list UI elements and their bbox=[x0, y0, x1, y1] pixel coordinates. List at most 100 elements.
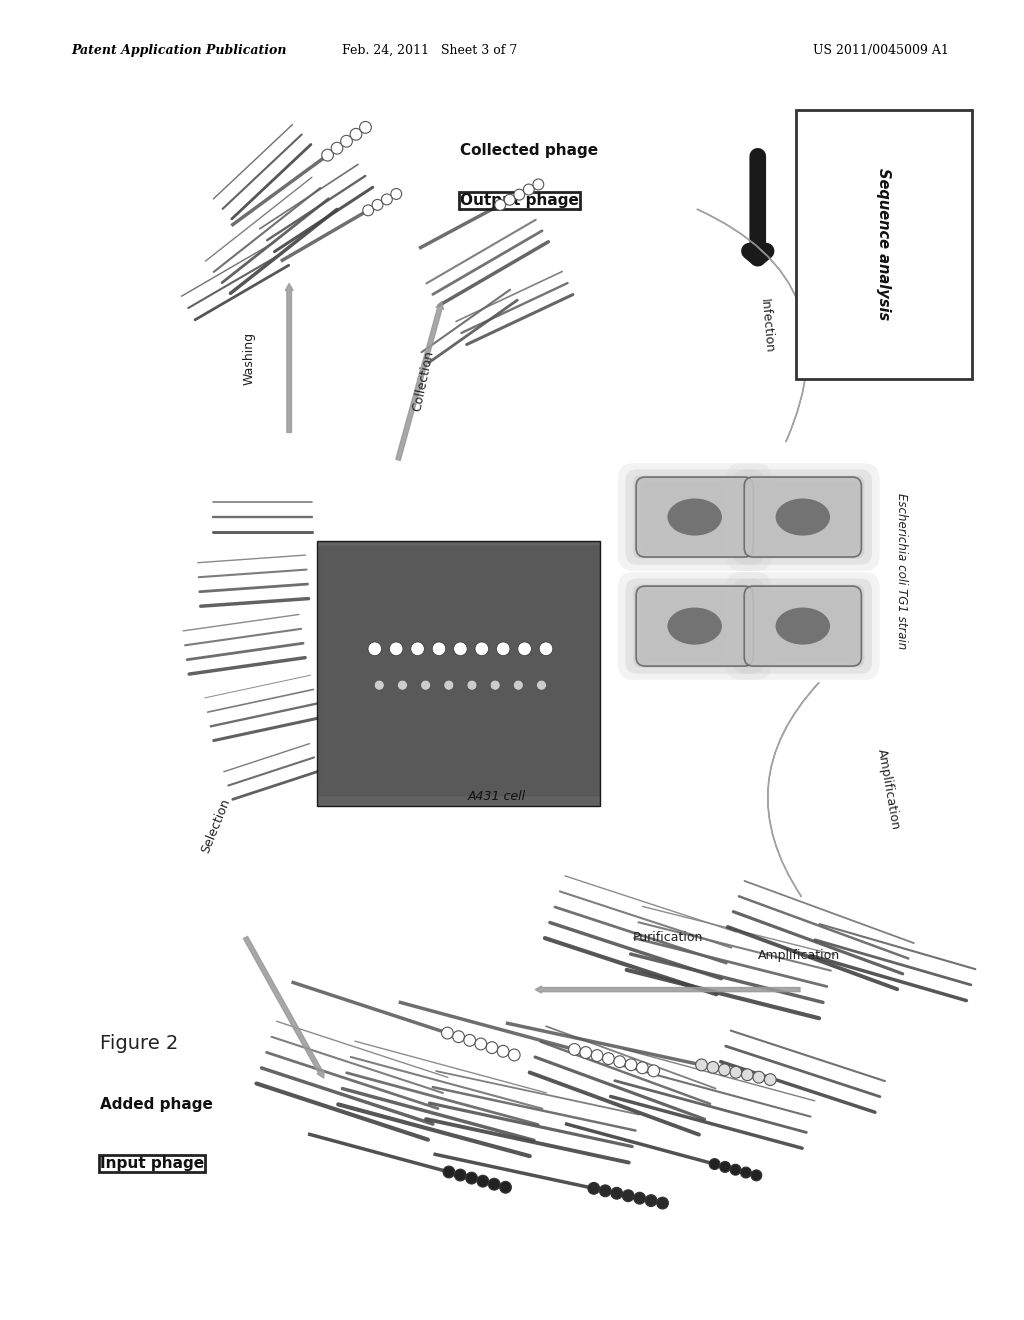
Circle shape bbox=[362, 205, 374, 215]
Circle shape bbox=[753, 1072, 765, 1084]
Circle shape bbox=[730, 1067, 741, 1078]
Circle shape bbox=[389, 642, 403, 656]
Circle shape bbox=[359, 121, 372, 133]
Bar bbox=[321, 552, 598, 784]
FancyBboxPatch shape bbox=[636, 477, 754, 557]
FancyBboxPatch shape bbox=[626, 470, 764, 565]
FancyBboxPatch shape bbox=[641, 482, 749, 553]
Circle shape bbox=[443, 1166, 455, 1177]
Ellipse shape bbox=[775, 499, 830, 536]
FancyBboxPatch shape bbox=[741, 585, 864, 668]
FancyBboxPatch shape bbox=[626, 578, 764, 673]
Text: Washing: Washing bbox=[242, 331, 255, 384]
Circle shape bbox=[518, 642, 531, 656]
Circle shape bbox=[397, 680, 408, 690]
Text: Collected phage: Collected phage bbox=[461, 143, 598, 158]
Circle shape bbox=[626, 1059, 637, 1071]
Text: Selection: Selection bbox=[199, 797, 232, 855]
Text: Purification: Purification bbox=[633, 931, 702, 944]
Circle shape bbox=[421, 680, 430, 690]
Circle shape bbox=[765, 1073, 776, 1085]
Text: Collection: Collection bbox=[411, 348, 436, 412]
Circle shape bbox=[708, 1061, 719, 1073]
Text: Amplification: Amplification bbox=[758, 949, 840, 962]
Circle shape bbox=[645, 1195, 657, 1206]
Circle shape bbox=[537, 680, 547, 690]
Circle shape bbox=[454, 642, 467, 656]
FancyBboxPatch shape bbox=[617, 573, 771, 680]
Circle shape bbox=[720, 1162, 730, 1172]
Text: Amplification: Amplification bbox=[874, 748, 902, 832]
FancyBboxPatch shape bbox=[796, 110, 972, 379]
FancyArrowPatch shape bbox=[768, 682, 819, 896]
Circle shape bbox=[331, 143, 343, 154]
Text: Figure 2: Figure 2 bbox=[100, 1034, 178, 1053]
FancyArrowPatch shape bbox=[697, 209, 808, 442]
Circle shape bbox=[490, 680, 500, 690]
Circle shape bbox=[488, 1179, 500, 1191]
Bar bbox=[316, 541, 600, 807]
Bar bbox=[326, 562, 596, 763]
Circle shape bbox=[477, 1175, 488, 1187]
Circle shape bbox=[656, 1197, 669, 1209]
Circle shape bbox=[443, 680, 454, 690]
Circle shape bbox=[432, 642, 445, 656]
Ellipse shape bbox=[668, 499, 722, 536]
Circle shape bbox=[508, 1049, 520, 1061]
Text: Patent Application Publication: Patent Application Publication bbox=[72, 44, 287, 57]
Circle shape bbox=[634, 1192, 645, 1204]
FancyBboxPatch shape bbox=[749, 482, 857, 553]
Circle shape bbox=[523, 183, 535, 195]
FancyBboxPatch shape bbox=[733, 470, 872, 565]
Circle shape bbox=[513, 680, 523, 690]
Circle shape bbox=[532, 180, 544, 190]
FancyBboxPatch shape bbox=[633, 585, 757, 668]
Circle shape bbox=[368, 642, 382, 656]
Circle shape bbox=[322, 149, 334, 161]
Ellipse shape bbox=[775, 607, 830, 644]
Circle shape bbox=[372, 199, 383, 210]
Circle shape bbox=[498, 1045, 509, 1057]
Text: Infection: Infection bbox=[758, 298, 775, 354]
Text: US 2011/0045009 A1: US 2011/0045009 A1 bbox=[813, 44, 948, 57]
Text: Output phage: Output phage bbox=[461, 193, 580, 209]
Circle shape bbox=[464, 1035, 475, 1047]
Circle shape bbox=[375, 680, 384, 690]
Circle shape bbox=[382, 194, 392, 205]
FancyBboxPatch shape bbox=[617, 463, 771, 570]
Circle shape bbox=[500, 1181, 511, 1193]
FancyBboxPatch shape bbox=[744, 586, 861, 667]
Circle shape bbox=[455, 1170, 466, 1181]
Circle shape bbox=[751, 1170, 762, 1181]
Circle shape bbox=[514, 189, 524, 201]
Circle shape bbox=[466, 1172, 477, 1184]
FancyBboxPatch shape bbox=[744, 477, 861, 557]
FancyBboxPatch shape bbox=[726, 463, 880, 570]
Circle shape bbox=[588, 1183, 600, 1195]
Text: Added phage: Added phage bbox=[100, 1097, 213, 1113]
Text: Feb. 24, 2011   Sheet 3 of 7: Feb. 24, 2011 Sheet 3 of 7 bbox=[342, 44, 518, 57]
Circle shape bbox=[637, 1061, 648, 1073]
Circle shape bbox=[504, 194, 515, 205]
Circle shape bbox=[391, 189, 401, 199]
Text: Escherichia coli TG1 strain: Escherichia coli TG1 strain bbox=[895, 494, 908, 649]
Circle shape bbox=[475, 642, 488, 656]
Circle shape bbox=[623, 1189, 634, 1201]
Circle shape bbox=[540, 642, 553, 656]
FancyBboxPatch shape bbox=[636, 586, 754, 667]
Circle shape bbox=[453, 1031, 465, 1043]
Circle shape bbox=[611, 1188, 623, 1199]
Circle shape bbox=[495, 199, 506, 210]
Circle shape bbox=[350, 128, 361, 140]
Bar bbox=[323, 557, 597, 774]
Text: Input phage: Input phage bbox=[100, 1156, 204, 1171]
Circle shape bbox=[486, 1041, 498, 1053]
Circle shape bbox=[602, 1053, 614, 1064]
FancyBboxPatch shape bbox=[733, 578, 872, 673]
Circle shape bbox=[613, 1056, 626, 1068]
Circle shape bbox=[648, 1065, 659, 1077]
Circle shape bbox=[475, 1038, 486, 1049]
Circle shape bbox=[497, 642, 510, 656]
Circle shape bbox=[411, 642, 424, 656]
Circle shape bbox=[441, 1027, 454, 1039]
